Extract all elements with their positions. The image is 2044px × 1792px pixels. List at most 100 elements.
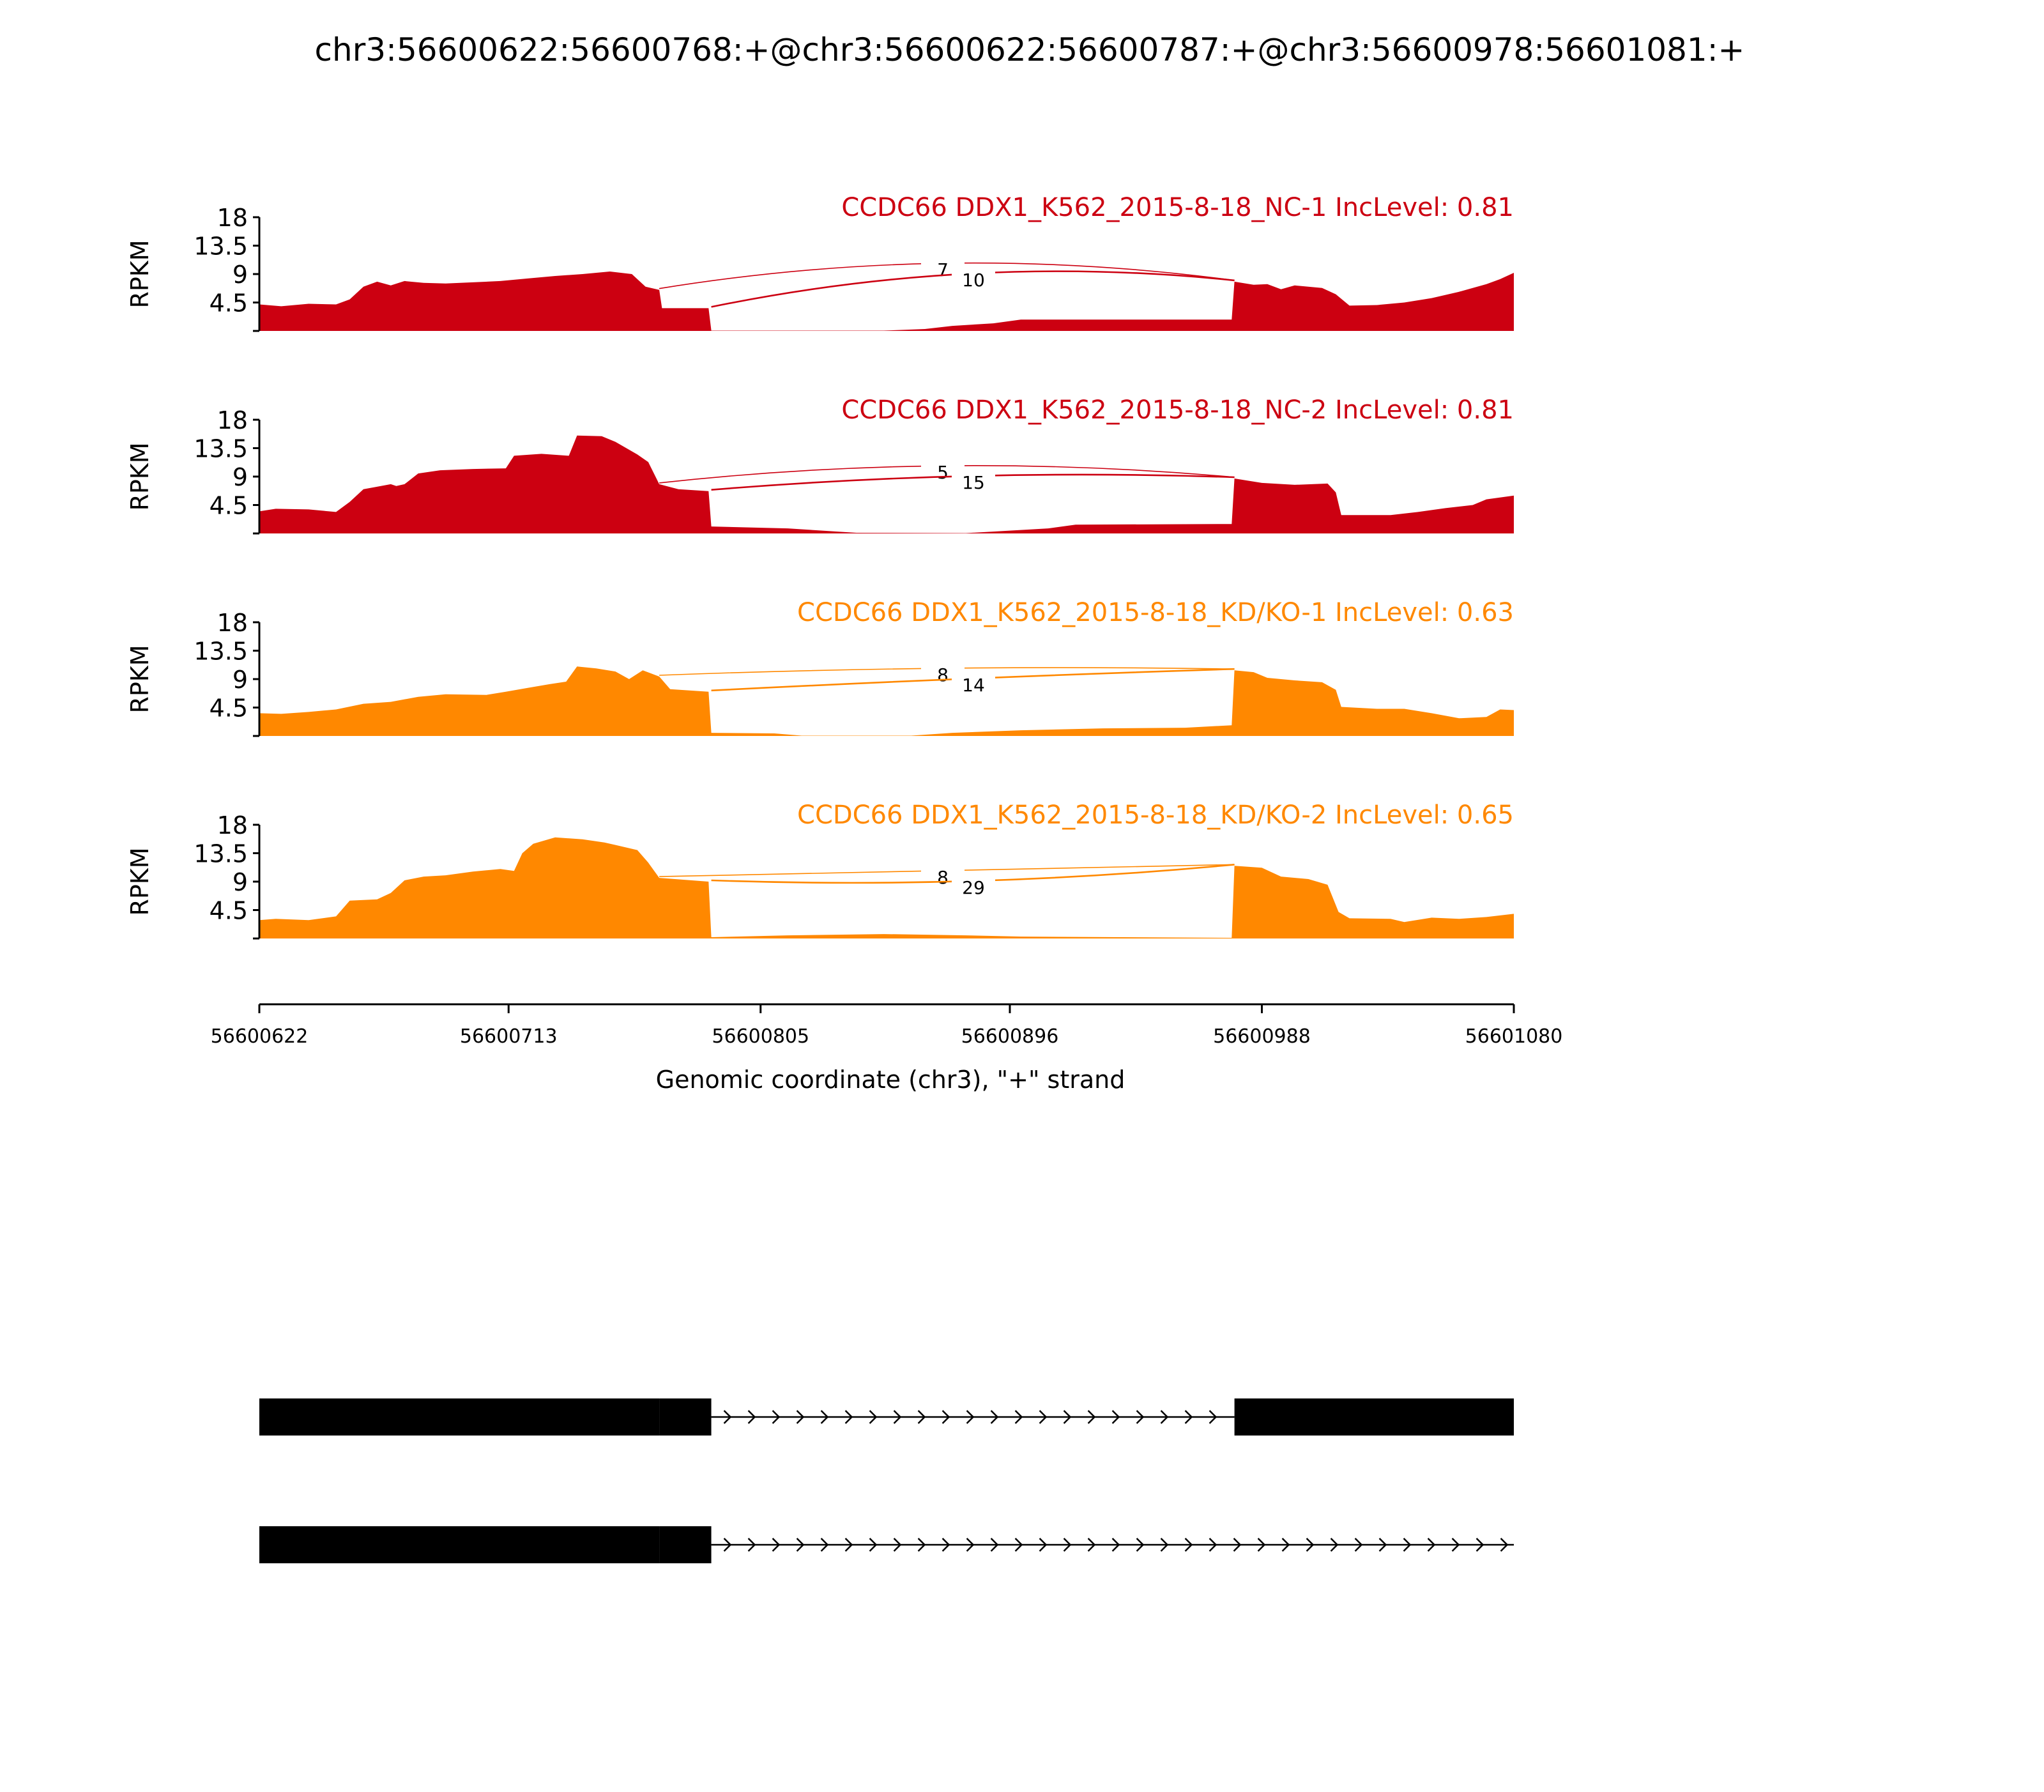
strand-arrow bbox=[772, 1410, 781, 1424]
junction-label: 8 bbox=[937, 867, 949, 888]
y-tick-label: 13.5 bbox=[194, 638, 248, 666]
strand-arrow bbox=[1160, 1538, 1169, 1552]
y-tick-label: 13.5 bbox=[194, 435, 248, 463]
strand-arrow bbox=[1209, 1538, 1217, 1552]
junction-label: 8 bbox=[937, 664, 949, 685]
strand-arrow bbox=[942, 1410, 950, 1424]
y-tick-label: 9 bbox=[233, 666, 248, 694]
y-tick-label: 18 bbox=[217, 811, 248, 839]
y-tick-label: 4.5 bbox=[210, 694, 248, 723]
strand-arrow bbox=[893, 1538, 902, 1552]
strand-arrow bbox=[1087, 1538, 1096, 1552]
strand-arrow bbox=[1233, 1538, 1242, 1552]
strand-arrow bbox=[1014, 1538, 1023, 1552]
chart-title: chr3:56600622:56600768:+@chr3:56600622:5… bbox=[315, 31, 1745, 68]
strand-arrow bbox=[1160, 1410, 1169, 1424]
strand-arrow bbox=[1063, 1410, 1072, 1424]
x-tick-label: 56600988 bbox=[1213, 1025, 1311, 1048]
strand-arrow bbox=[796, 1410, 805, 1424]
strand-arrow bbox=[820, 1538, 829, 1552]
strand-arrow bbox=[1136, 1538, 1145, 1552]
track-label: CCDC66 DDX1_K562_2015-8-18_KD/KO-2 IncLe… bbox=[797, 800, 1514, 830]
junction-label-bg bbox=[952, 876, 995, 898]
strand-arrow bbox=[772, 1538, 781, 1552]
junction-label: 15 bbox=[962, 472, 985, 493]
strand-arrow bbox=[990, 1410, 999, 1424]
strand-arrow bbox=[1111, 1410, 1120, 1424]
strand-arrow bbox=[1403, 1538, 1412, 1552]
strand-arrow bbox=[1014, 1410, 1023, 1424]
strand-arrow bbox=[869, 1410, 878, 1424]
strand-arrow bbox=[796, 1538, 805, 1552]
y-tick-label: 18 bbox=[217, 204, 248, 232]
junction-label-bg bbox=[952, 673, 995, 695]
y-tick-label: 13.5 bbox=[194, 233, 248, 261]
coverage-area bbox=[259, 837, 1514, 938]
y-tick-label: 4.5 bbox=[210, 492, 248, 520]
y-axis-label: RPKM bbox=[126, 847, 154, 915]
strand-arrow bbox=[1087, 1410, 1096, 1424]
strand-arrow bbox=[747, 1410, 756, 1424]
y-axis-label: RPKM bbox=[126, 442, 154, 510]
strand-arrow bbox=[1184, 1410, 1193, 1424]
strand-arrow bbox=[1476, 1538, 1484, 1552]
x-tick-label: 56601080 bbox=[1465, 1025, 1563, 1048]
track-label: CCDC66 DDX1_K562_2015-8-18_NC-1 IncLevel… bbox=[841, 193, 1514, 222]
y-tick-label: 4.5 bbox=[210, 289, 248, 318]
coverage-area bbox=[259, 435, 1514, 533]
strand-arrow bbox=[1039, 1538, 1048, 1552]
strand-arrow bbox=[1306, 1538, 1315, 1552]
y-axis-label: RPKM bbox=[126, 645, 154, 713]
y-tick-label: 9 bbox=[233, 868, 248, 896]
strand-arrow bbox=[723, 1538, 732, 1552]
x-axis-label: Genomic coordinate (chr3), "+" strand bbox=[656, 1066, 1125, 1094]
isoform-model-1 bbox=[259, 1398, 1514, 1436]
y-tick-label: 4.5 bbox=[210, 897, 248, 925]
coverage-area bbox=[259, 272, 1514, 331]
strand-arrow bbox=[844, 1410, 853, 1424]
x-axis: 56600622 56600713 56600805 56600896 56600988… bbox=[211, 1003, 1563, 1048]
strand-arrow bbox=[1354, 1538, 1363, 1552]
x-tick-label: 56600622 bbox=[211, 1025, 309, 1048]
strand-arrow bbox=[1184, 1538, 1193, 1552]
track-label: CCDC66 DDX1_K562_2015-8-18_KD/KO-1 IncLe… bbox=[797, 598, 1514, 627]
exon-block bbox=[659, 1398, 712, 1436]
track-label: CCDC66 DDX1_K562_2015-8-18_NC-2 IncLevel… bbox=[841, 395, 1514, 425]
strand-arrow bbox=[869, 1538, 878, 1552]
junction-label: 29 bbox=[962, 877, 985, 898]
junction-label: 14 bbox=[962, 675, 985, 696]
strand-arrow bbox=[1111, 1538, 1120, 1552]
strand-arrow bbox=[1330, 1538, 1339, 1552]
x-tick-label: 56600896 bbox=[961, 1025, 1059, 1048]
strand-arrow bbox=[942, 1538, 950, 1552]
strand-arrow bbox=[990, 1538, 999, 1552]
strand-arrow bbox=[1209, 1410, 1217, 1424]
junction-label-bg bbox=[952, 471, 995, 493]
strand-arrow bbox=[893, 1410, 902, 1424]
y-axis-label: RPKM bbox=[126, 240, 154, 308]
isoform-models bbox=[259, 1398, 1514, 1563]
exon-block bbox=[659, 1526, 712, 1563]
y-tick-label: 9 bbox=[233, 261, 248, 289]
junction-label: 7 bbox=[937, 259, 949, 280]
exon-block bbox=[259, 1526, 660, 1563]
junction-label: 10 bbox=[962, 270, 985, 291]
isoform-model-2 bbox=[259, 1526, 1514, 1563]
strand-arrow bbox=[966, 1410, 975, 1424]
strand-arrow bbox=[1136, 1410, 1145, 1424]
y-tick-label: 13.5 bbox=[194, 840, 248, 868]
strand-arrow bbox=[1378, 1538, 1387, 1552]
strand-arrow bbox=[723, 1410, 732, 1424]
junction-label-bg bbox=[952, 268, 995, 290]
strand-arrow bbox=[1281, 1538, 1290, 1552]
y-tick-label: 18 bbox=[217, 609, 248, 637]
strand-arrow bbox=[1451, 1538, 1460, 1552]
y-tick-label: 18 bbox=[217, 406, 248, 434]
x-tick-label: 56600805 bbox=[712, 1025, 809, 1048]
strand-arrow bbox=[1427, 1538, 1436, 1552]
